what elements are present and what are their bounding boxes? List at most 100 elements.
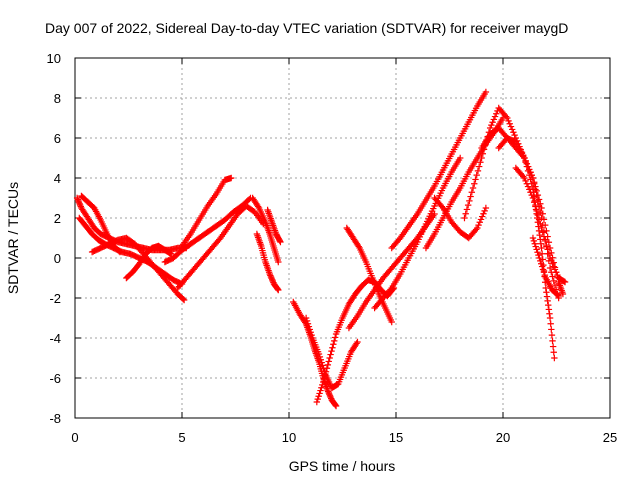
- data-point-arc-23: [545, 306, 553, 313]
- data-point-arc-21: [489, 119, 496, 126]
- x-axis-ticks: 0 5 10 15 20 25: [71, 430, 617, 445]
- data-point-arc-21: [461, 214, 468, 222]
- data-point-arc-21: [479, 150, 487, 157]
- data-point-arc-25: [530, 237, 538, 245]
- data-point-arc-24: [549, 260, 556, 267]
- data-point-arc-24: [550, 263, 557, 270]
- data-point-arc-24: [539, 229, 546, 236]
- data-point-arc-21: [462, 210, 469, 217]
- data-point-arc-24: [535, 216, 543, 223]
- data-point-arc-13: [302, 314, 310, 322]
- data-point-arc-13: [304, 320, 312, 327]
- data-point-arc-14: [328, 347, 335, 355]
- data-point-arc-25: [532, 243, 539, 250]
- data-point-arc-14: [331, 334, 339, 341]
- x-tick-label: 25: [603, 430, 617, 445]
- data-point-arc-14: [315, 393, 322, 400]
- data-point-arc-24: [551, 266, 559, 273]
- data-point-arc-12: [325, 389, 332, 397]
- data-point-arc-23: [537, 236, 544, 243]
- data-point-arc-14: [319, 381, 326, 389]
- data-point-arc-12: [326, 391, 333, 398]
- y-tick-label: 8: [54, 91, 61, 106]
- data-point-arc-24: [561, 278, 569, 286]
- data-point-arc-20: [475, 221, 482, 229]
- data-point-arc-22: [550, 277, 557, 285]
- data-point-arc-1: [75, 199, 83, 206]
- data-point-arc-21: [464, 201, 472, 209]
- data-point-arc-23: [546, 310, 553, 317]
- data-point-arc-14: [330, 341, 337, 348]
- data-point-arc-13: [354, 338, 361, 346]
- data-point-arc-10: [268, 275, 275, 282]
- data-point-arc-13: [303, 317, 311, 325]
- data-point-arc-24: [545, 250, 553, 257]
- data-point-arc-23: [523, 163, 531, 170]
- data-point-arc-23: [550, 349, 557, 356]
- data-point-arc-1: [74, 196, 81, 203]
- data-point-arc-14: [326, 354, 333, 362]
- data-point-arc-14: [329, 344, 336, 351]
- data-point-arc-1: [76, 200, 83, 207]
- data-point-arc-25: [536, 254, 543, 262]
- data-point-arc-10: [267, 272, 274, 279]
- data-point-arc-24: [552, 269, 560, 276]
- y-tick-label: -8: [49, 411, 61, 426]
- data-point-arc-24: [519, 173, 527, 180]
- data-point-arc-20: [476, 219, 483, 226]
- y-tick-label: -2: [49, 291, 61, 306]
- data-point-arc-23: [548, 326, 555, 333]
- x-tick-label: 15: [389, 430, 403, 445]
- data-point-arc-24: [533, 207, 540, 215]
- data-point-arc-25: [554, 291, 561, 299]
- data-point-arc-11: [277, 238, 284, 246]
- x-tick-label: 5: [178, 430, 185, 445]
- y-axis-label: SDTVAR / TECUs: [5, 182, 21, 294]
- data-point-arc-21: [478, 154, 485, 162]
- data-point-arc-25: [538, 263, 546, 270]
- data-point-arc-21: [467, 193, 474, 200]
- data-point-arc-14: [318, 384, 325, 391]
- data-point-arc-22: [546, 264, 554, 272]
- data-point-arc-20: [481, 207, 488, 215]
- data-point-arc-25: [538, 260, 545, 267]
- data-point-arc-23: [544, 297, 551, 305]
- data-point-arc-13: [316, 353, 324, 361]
- data-point-arc-24: [544, 246, 551, 253]
- data-point-arc-23: [521, 154, 528, 162]
- data-point-arc-23: [548, 331, 556, 339]
- data-point-arc-14: [331, 337, 338, 345]
- y-tick-label: 0: [54, 251, 61, 266]
- data-point-arc-23: [538, 250, 546, 257]
- x-tick-label: 0: [71, 430, 78, 445]
- data-point-arc-24: [532, 203, 539, 210]
- data-point-arc-21: [506, 120, 513, 127]
- data-point-arc-4: [180, 295, 187, 303]
- data-point-arc-12: [324, 388, 332, 395]
- data-point-arc-13: [306, 326, 313, 333]
- data-point-arc-21: [511, 131, 518, 139]
- data-point-arc-1: [77, 203, 85, 210]
- data-point-arc-23: [537, 240, 545, 247]
- data-point-arc-3: [116, 248, 124, 256]
- y-tick-label: -4: [49, 331, 61, 346]
- plot-frame: [74, 57, 611, 419]
- data-point-arc-24: [529, 194, 537, 202]
- data-point-arc-14: [320, 375, 328, 382]
- data-point-arc-21: [468, 189, 476, 196]
- data-point-arc-20: [472, 226, 480, 233]
- data-point-arc-21: [473, 171, 480, 179]
- data-point-arc-21: [510, 129, 517, 136]
- data-point-arc-25: [534, 249, 541, 256]
- data-point-arc-24: [537, 220, 544, 227]
- data-point-arc-20: [480, 210, 487, 217]
- data-point-arc-10: [274, 285, 281, 293]
- data-point-arc-21: [505, 117, 512, 125]
- data-point-arc-23: [532, 206, 540, 213]
- data-point-arc-1: [73, 194, 81, 202]
- data-point-arc-21: [486, 124, 494, 132]
- data-point-arc-23: [529, 184, 537, 192]
- data-point-arc-20: [479, 213, 486, 220]
- data-point-arc-23: [527, 176, 534, 183]
- y-tick-label: 4: [54, 171, 61, 186]
